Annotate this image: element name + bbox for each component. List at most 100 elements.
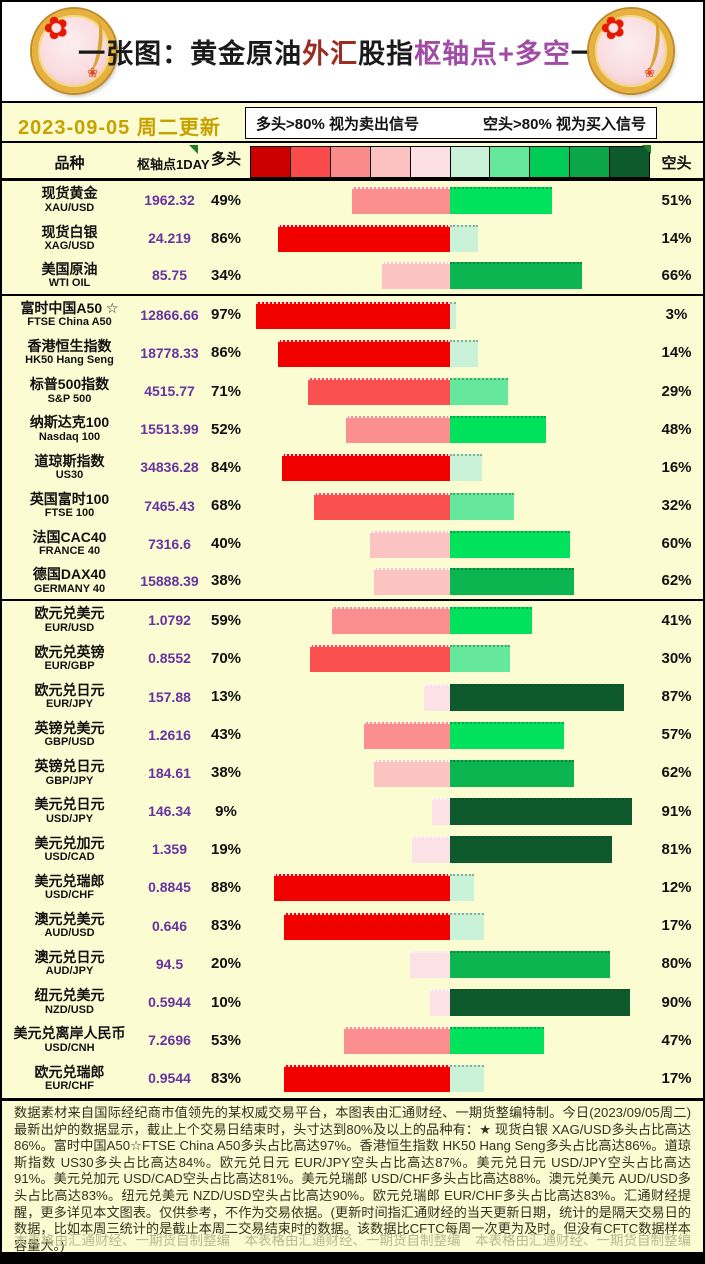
disclaimer-text: 数据素材来自国际经纪商市值领先的某权威交易平台，本图表由汇通财经、一期货整编特制…: [14, 1105, 691, 1253]
short-percent: 12%: [661, 878, 692, 896]
long-bar: [310, 645, 450, 673]
pivot-value: 85.75: [151, 267, 188, 284]
short-percent: 48%: [661, 420, 692, 438]
signal-legend: 多头>80% 视为卖出信号 空头>80% 视为买入信号: [245, 107, 657, 139]
scale-swatch: [490, 147, 531, 177]
short-percent: 51%: [661, 191, 692, 209]
long-percent: 52%: [210, 420, 242, 438]
short-percent: 14%: [661, 344, 692, 362]
diverging-bar: [250, 719, 650, 751]
diverging-bar: [250, 259, 650, 291]
instrument-name-cell: 澳元兑日元 AUD/JPY: [2, 949, 137, 977]
pivot-value: 0.8845: [148, 879, 191, 896]
short-bar: [450, 301, 456, 329]
scale-swatch: [450, 147, 491, 177]
comment-marker-icon: [189, 145, 198, 154]
long-bar: [382, 262, 450, 290]
table-row: 道琼斯指数 US30 34836.28 84% 16%: [2, 448, 703, 486]
long-signal-label: 多头>80% 视为卖出信号: [256, 115, 419, 133]
pivot-value: 12866.66: [140, 306, 199, 323]
instrument-code: EUR/JPY: [45, 698, 94, 711]
instrument-name: 美国原油: [41, 260, 98, 277]
instrument-name: 纽元兑美元: [34, 987, 105, 1004]
short-bar: [450, 378, 508, 406]
scale-swatch: [251, 147, 291, 177]
instrument-code: FTSE China A50: [27, 316, 112, 329]
long-bar: [432, 798, 450, 826]
scale-swatch: [370, 147, 411, 177]
instrument-code: EUR/CHF: [45, 1080, 94, 1093]
col-header-pivot: 枢轴点1DAY: [137, 157, 210, 172]
title-segment: 一张图：黄金原油: [78, 39, 303, 69]
long-percent: 43%: [210, 726, 242, 744]
instrument-name: 现货白银: [41, 223, 98, 240]
instrument-table: 现货黄金 XAU/USD 1962.32 49% 51% 现货白银 XAG/USD 24.21…: [2, 181, 703, 1098]
short-percent: 14%: [661, 229, 692, 247]
diverging-bar: [250, 757, 650, 789]
diverging-bar: [250, 337, 650, 369]
instrument-name-cell: 标普500指数 S&P 500: [2, 376, 137, 404]
table-row: 美国原油 WTI OIL 85.75 34% 66%: [2, 257, 703, 296]
long-bar: [370, 530, 450, 558]
flower-icon: ✿: [39, 8, 74, 49]
instrument-name: 澳元兑日元: [34, 949, 105, 966]
short-bar: [450, 530, 570, 558]
short-percent: 90%: [661, 993, 692, 1011]
instrument-name-cell: 英镑兑日元 GBP/JPY: [2, 758, 137, 787]
pivot-value: 0.5944: [148, 994, 191, 1011]
table-row: 英镑兑日元 GBP/JPY 184.61 38% 62%: [2, 754, 703, 792]
short-bar: [450, 645, 510, 673]
instrument-name-cell: 英镑兑美元 GBP/USD: [2, 720, 137, 749]
scale-swatch: [530, 147, 571, 177]
scale-swatch: [570, 147, 611, 177]
short-bar: [450, 607, 532, 635]
long-bar: [274, 874, 450, 902]
instrument-name-cell: 香港恒生指数 HK50 Hang Seng: [2, 338, 137, 366]
long-bar: [256, 301, 450, 329]
long-bar: [284, 1065, 450, 1093]
short-percent: 17%: [661, 917, 692, 935]
scale-swatch: [290, 147, 331, 177]
long-bar: [412, 836, 450, 864]
short-bar: [450, 721, 564, 749]
title-segment: 外汇: [302, 39, 359, 69]
instrument-code: GBP/JPY: [45, 774, 94, 787]
instrument-code: Nasdaq 100: [38, 430, 101, 443]
gold-coin-icon: ✿ ❀: [32, 9, 116, 93]
update-date-label: 2023-09-05 周二更新: [18, 117, 221, 139]
instrument-name: 香港恒生指数: [27, 338, 112, 355]
pivot-value: 24.219: [148, 230, 191, 247]
instrument-name-cell: 美元兑离岸人民币 USD/CNH: [2, 1026, 137, 1054]
instrument-code: USD/CAD: [44, 850, 95, 863]
long-bar: [282, 454, 450, 482]
short-bar: [450, 798, 632, 826]
short-bar: [450, 262, 582, 290]
short-bar: [450, 836, 612, 864]
long-percent: 59%: [210, 611, 242, 629]
short-bar: [450, 912, 484, 940]
diverging-bar: [250, 299, 650, 331]
instrument-name: 富时中国A50 ☆: [20, 299, 119, 316]
table-row: 美元兑日元 USD/JPY 146.34 9% 91%: [2, 792, 703, 830]
watermark-text: 本表格由汇通财经、一期货自制整编: [475, 1233, 691, 1248]
short-signal-label: 空头>80% 视为买入信号: [483, 115, 646, 133]
scale-swatch: [330, 147, 371, 177]
long-bar: [424, 683, 450, 711]
table-row: 欧元兑英镑 EUR/GBP 0.8552 70% 30%: [2, 639, 703, 677]
table-row: 现货黄金 XAU/USD 1962.32 49% 51%: [2, 181, 703, 219]
instrument-name: 道琼斯指数: [34, 452, 105, 469]
pivot-value: 7316.6: [148, 535, 191, 552]
instrument-name-cell: 欧元兑英镑 EUR/GBP: [2, 644, 137, 672]
long-bar: [410, 950, 450, 978]
instrument-name: 英国富时100: [29, 490, 110, 507]
instrument-code: GBP/USD: [44, 736, 95, 749]
instrument-code: USD/CHF: [45, 889, 94, 902]
long-bar: [352, 187, 450, 215]
footer-note: 数据素材来自国际经纪商市值领先的某权威交易平台，本图表由汇通财经、一期货整编特制…: [2, 1098, 703, 1254]
short-percent: 62%: [661, 764, 692, 782]
long-percent: 70%: [210, 649, 242, 667]
short-bar: [450, 683, 624, 711]
color-scale: [250, 146, 650, 178]
pivot-value: 1.0792: [148, 612, 191, 629]
long-percent: 88%: [210, 878, 242, 896]
